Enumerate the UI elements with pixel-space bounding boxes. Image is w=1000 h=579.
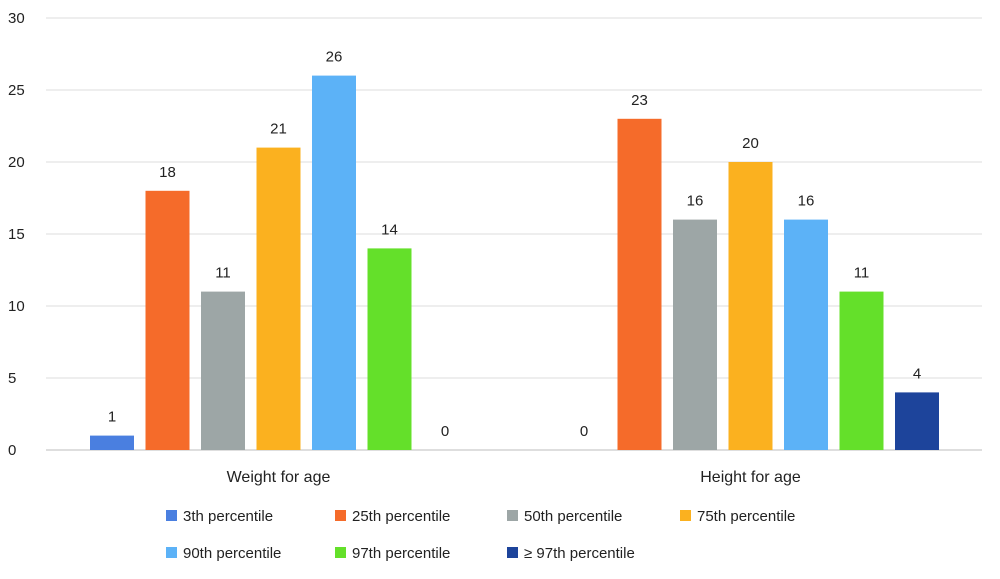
legend-label: 3th percentile xyxy=(183,508,273,525)
data-labels: 1 18 11 21 26 14 0 0 23 16 20 16 11 4 xyxy=(108,49,921,440)
legend-label: ≥ 97th percentile xyxy=(524,545,635,562)
category-label: Weight for age xyxy=(227,469,331,486)
legend: 3th percentile 25th percentile 50th percen… xyxy=(166,508,795,562)
y-axis-ticks: 0 5 10 15 20 25 30 xyxy=(8,10,25,459)
legend-swatch xyxy=(335,510,346,521)
y-tick-label: 5 xyxy=(8,370,16,387)
y-tick-label: 25 xyxy=(8,82,25,99)
bar xyxy=(312,75,356,450)
data-label: 20 xyxy=(742,135,759,152)
data-label: 21 xyxy=(270,121,287,138)
data-label: 0 xyxy=(441,423,449,440)
bar xyxy=(673,219,717,450)
bar xyxy=(256,147,301,450)
data-label: 1 xyxy=(108,409,116,426)
legend-swatch xyxy=(507,510,518,521)
bars xyxy=(90,75,939,451)
x-axis-categories: Weight for age Height for age xyxy=(227,469,801,486)
data-label: 16 xyxy=(798,193,815,210)
legend-swatch xyxy=(507,547,518,558)
bar xyxy=(895,392,939,450)
legend-label: 90th percentile xyxy=(183,545,281,562)
data-label: 16 xyxy=(687,193,704,210)
data-label: 0 xyxy=(580,423,588,440)
legend-label: 50th percentile xyxy=(524,508,622,525)
data-label: 26 xyxy=(326,49,343,66)
bar xyxy=(839,291,884,450)
legend-label: 75th percentile xyxy=(697,508,795,525)
bar xyxy=(90,435,134,450)
data-label: 11 xyxy=(854,265,870,282)
y-tick-label: 20 xyxy=(8,154,25,171)
category-label: Height for age xyxy=(700,469,801,486)
bar xyxy=(784,219,828,450)
y-tick-label: 15 xyxy=(8,226,25,243)
bar xyxy=(367,248,412,450)
bar xyxy=(201,291,245,450)
data-label: 11 xyxy=(215,265,231,282)
data-label: 4 xyxy=(913,365,921,382)
bar xyxy=(145,190,190,451)
y-tick-label: 10 xyxy=(8,298,25,315)
legend-swatch xyxy=(335,547,346,558)
legend-label: 97th percentile xyxy=(352,545,450,562)
legend-label: 25th percentile xyxy=(352,508,450,525)
y-tick-label: 30 xyxy=(8,10,25,27)
data-label: 14 xyxy=(381,221,398,238)
bar xyxy=(617,118,662,451)
data-label: 18 xyxy=(159,164,176,181)
legend-swatch xyxy=(166,510,177,521)
bar xyxy=(728,162,773,450)
y-tick-label: 0 xyxy=(8,442,16,459)
legend-swatch xyxy=(680,510,691,521)
data-label: 23 xyxy=(631,92,648,109)
legend-swatch xyxy=(166,547,177,558)
